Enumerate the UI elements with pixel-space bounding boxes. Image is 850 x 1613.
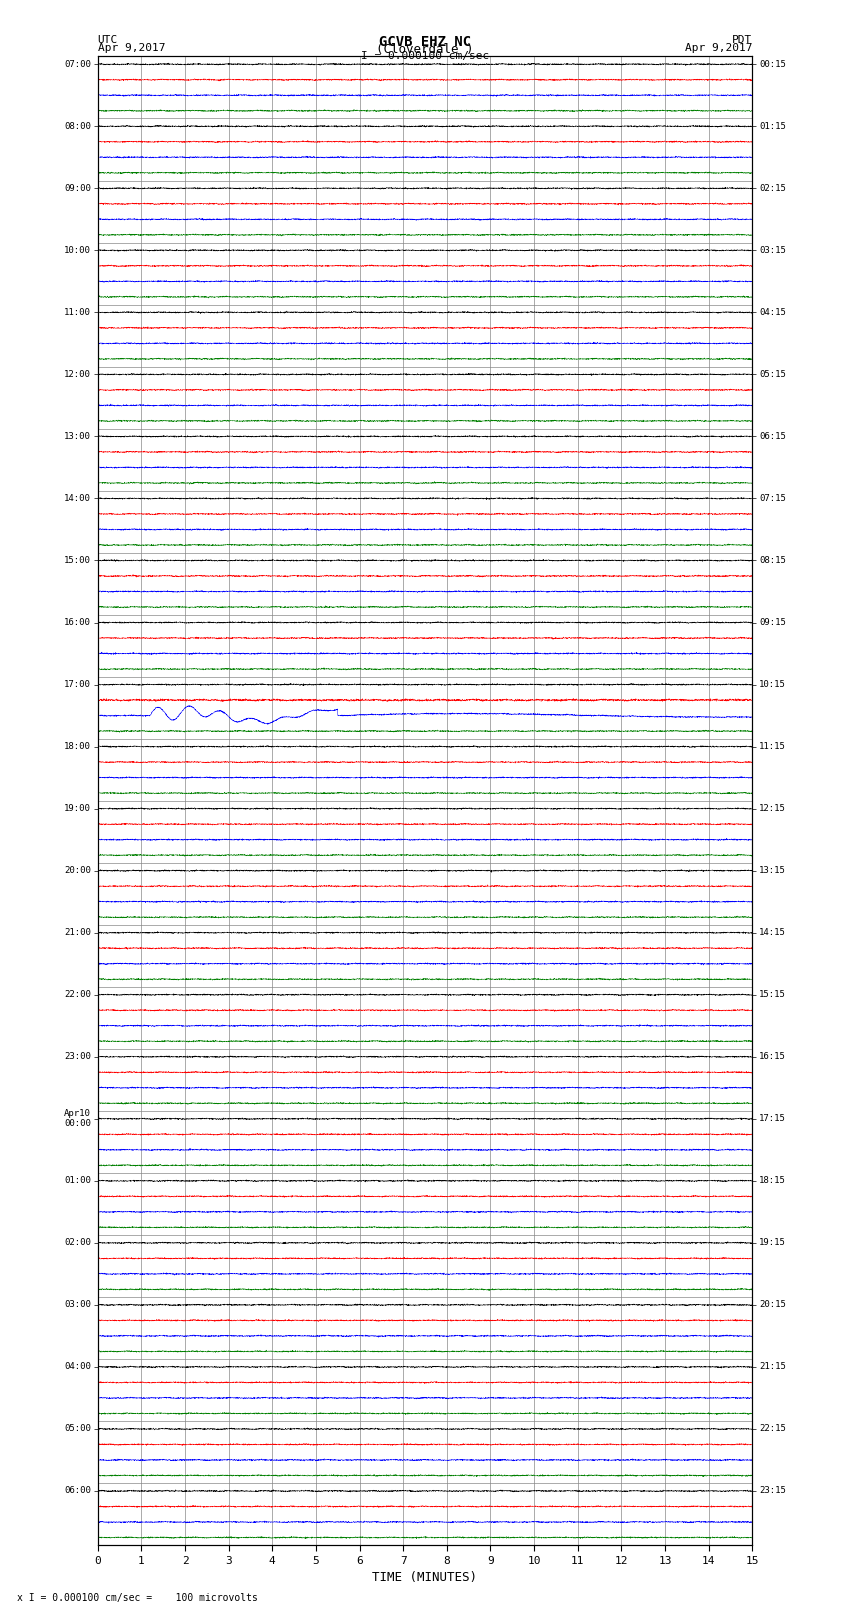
X-axis label: TIME (MINUTES): TIME (MINUTES) [372, 1571, 478, 1584]
Text: Apr 9,2017: Apr 9,2017 [98, 44, 165, 53]
Text: (Cloverdale ): (Cloverdale ) [377, 44, 473, 56]
Text: UTC: UTC [98, 35, 118, 45]
Text: GCVB EHZ NC: GCVB EHZ NC [379, 35, 471, 48]
Text: Apr 9,2017: Apr 9,2017 [685, 44, 752, 53]
Text: x I = 0.000100 cm/sec =    100 microvolts: x I = 0.000100 cm/sec = 100 microvolts [17, 1594, 258, 1603]
Text: I = 0.000100 cm/sec: I = 0.000100 cm/sec [361, 50, 489, 61]
Text: PDT: PDT [732, 35, 752, 45]
